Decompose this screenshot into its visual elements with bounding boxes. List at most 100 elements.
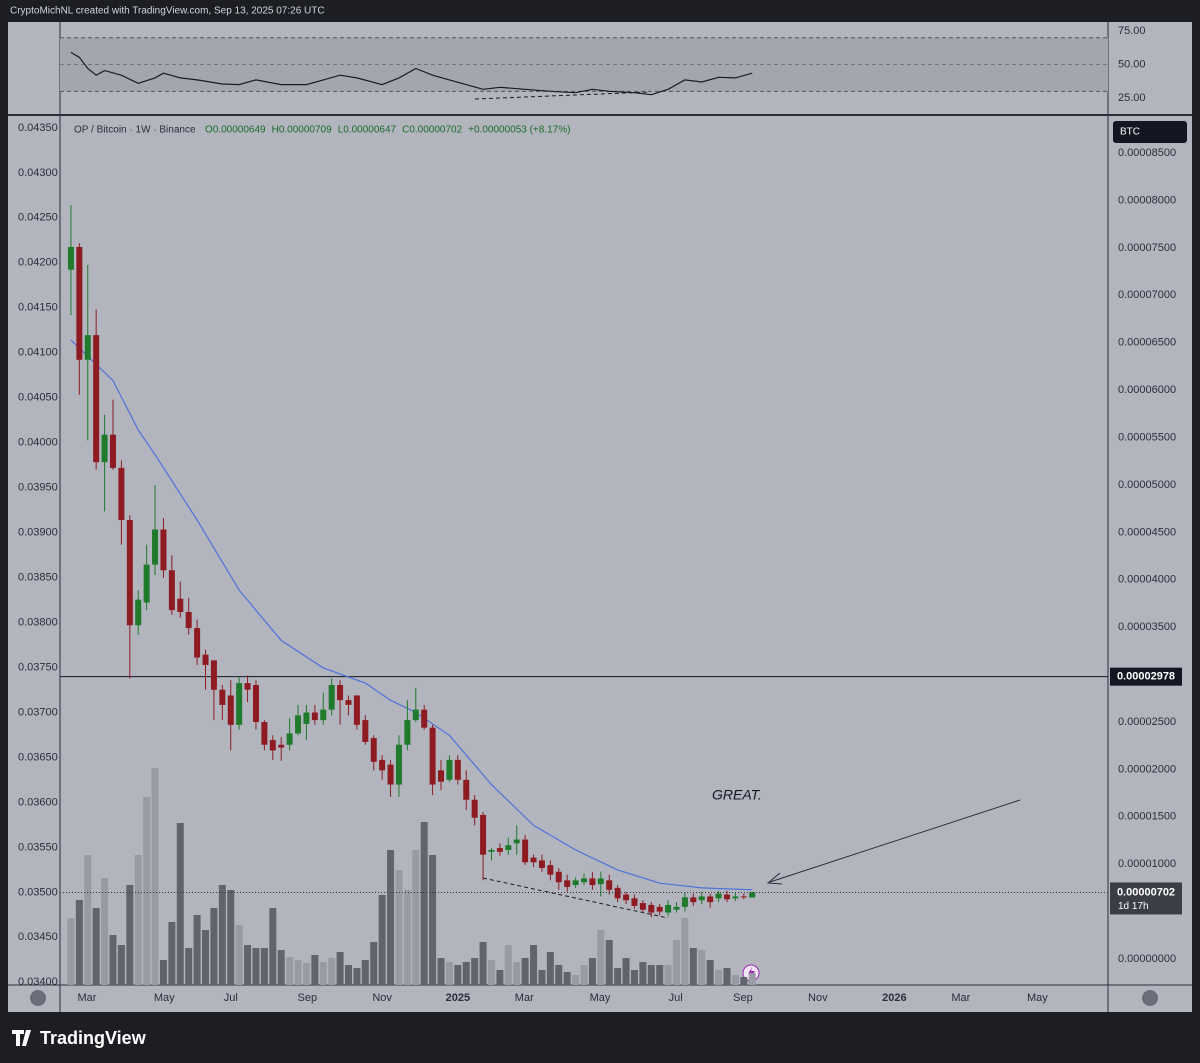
candle-body [665, 904, 672, 913]
candle-body [152, 529, 159, 565]
countdown: 1d 17h [1118, 901, 1149, 912]
y2-tick-label: 0.04050 [18, 392, 58, 404]
y2-tick-label: 0.03950 [18, 482, 58, 494]
candle-body [93, 335, 100, 463]
y2-tick-label: 0.04000 [18, 437, 58, 449]
candle-body [732, 896, 739, 899]
header: CryptoMichNL created with TradingView.co… [10, 6, 325, 17]
y2-tick-label: 0.04150 [18, 302, 58, 314]
y2-tick-label: 0.04200 [18, 257, 58, 269]
volume-bar [319, 962, 327, 985]
volume-bar [437, 958, 445, 985]
candle-body [135, 599, 142, 626]
candle-body [463, 779, 470, 800]
candle-body [581, 878, 587, 883]
candle-body [109, 434, 116, 468]
y2-tick-label: 0.03400 [18, 976, 58, 988]
volume-bar [286, 957, 294, 985]
candle-body [522, 839, 529, 863]
volume-bar [269, 908, 277, 985]
volume-bar [731, 975, 739, 985]
rsi-tick-label: 25.00 [1118, 92, 1146, 104]
volume-bar [462, 962, 470, 985]
volume-bar [134, 855, 142, 985]
volume-bar [706, 960, 714, 985]
y2-tick-label: 0.03450 [18, 931, 58, 943]
volume-bar [580, 965, 588, 985]
candle-body [210, 660, 217, 690]
level-label: 0.00002978 [1117, 671, 1175, 683]
candle-body [395, 744, 402, 785]
y2-tick-label: 0.04250 [18, 212, 58, 224]
y-tick-label: 0.00002500 [1118, 716, 1176, 728]
volume-bar [597, 930, 605, 985]
candle-body [538, 860, 545, 868]
candle-body [715, 893, 722, 899]
volume-bar [378, 895, 386, 985]
candle-body [303, 712, 310, 724]
candle-body [269, 739, 276, 751]
volume-bar [101, 878, 109, 985]
volume-bar [572, 975, 580, 985]
rsi-tick-label: 50.00 [1118, 58, 1146, 70]
candle-body [648, 904, 655, 913]
candle-body [236, 683, 243, 725]
candle-body [202, 654, 209, 666]
candle-body [513, 839, 520, 844]
candle-body [286, 733, 293, 745]
x-tick-label: Mar [77, 992, 96, 1004]
volume-bar [387, 850, 395, 985]
volume-bar [159, 960, 167, 985]
y2-tick-label: 0.03850 [18, 571, 58, 583]
candle-body [606, 880, 613, 890]
candle-body [690, 897, 697, 903]
y2-tick-label: 0.03700 [18, 706, 58, 718]
x-tick-label: May [1027, 992, 1048, 1004]
candle-body [673, 906, 680, 910]
volume-bar [403, 890, 411, 985]
volume-bar [614, 968, 622, 985]
volume-bar [84, 855, 92, 985]
candle-body [572, 880, 579, 886]
volume-bar [92, 908, 100, 985]
candle-body [101, 434, 108, 463]
level-label-box [1110, 667, 1182, 686]
volume-bar [605, 940, 613, 985]
settings-button[interactable] [1142, 990, 1158, 1006]
volume-bar [555, 965, 563, 985]
candle-body [379, 759, 386, 771]
volume-bar [67, 918, 75, 985]
candle-body [84, 335, 91, 360]
volume-bar [563, 972, 571, 985]
candle-body [345, 700, 352, 705]
y-tick-label: 0.00003500 [1118, 621, 1176, 633]
candle-body [547, 865, 554, 875]
y-tick-label: 0.00005500 [1118, 431, 1176, 443]
volume-bar [168, 922, 176, 985]
y2-tick-label: 0.03900 [18, 527, 58, 539]
volume-bar [210, 908, 218, 985]
y2-tick-label: 0.03800 [18, 616, 58, 628]
candle-body [219, 689, 226, 705]
currency: BTC [1120, 127, 1140, 138]
candle-body [353, 695, 360, 725]
candle-body [67, 246, 74, 270]
ohlc-legend: L0.00000647 [338, 125, 397, 136]
volume-bar [336, 952, 344, 985]
volume-bar [202, 930, 210, 985]
y2-tick-label: 0.04100 [18, 347, 58, 359]
y-tick-label: 0.00004000 [1118, 574, 1176, 586]
volume-bar [302, 963, 310, 985]
candle-body [126, 520, 133, 626]
volume-bar [622, 958, 630, 985]
settings-button[interactable] [30, 990, 46, 1006]
candle-body [488, 849, 495, 852]
rsi-band [60, 37, 1108, 92]
annotation: GREAT. [712, 787, 762, 803]
y-tick-label: 0.00007000 [1118, 289, 1176, 301]
y2-tick-label: 0.04350 [18, 122, 58, 134]
volume-bar [538, 970, 546, 985]
logo [12, 1030, 31, 1046]
candle-body [412, 709, 419, 721]
volume-bar [664, 965, 672, 985]
